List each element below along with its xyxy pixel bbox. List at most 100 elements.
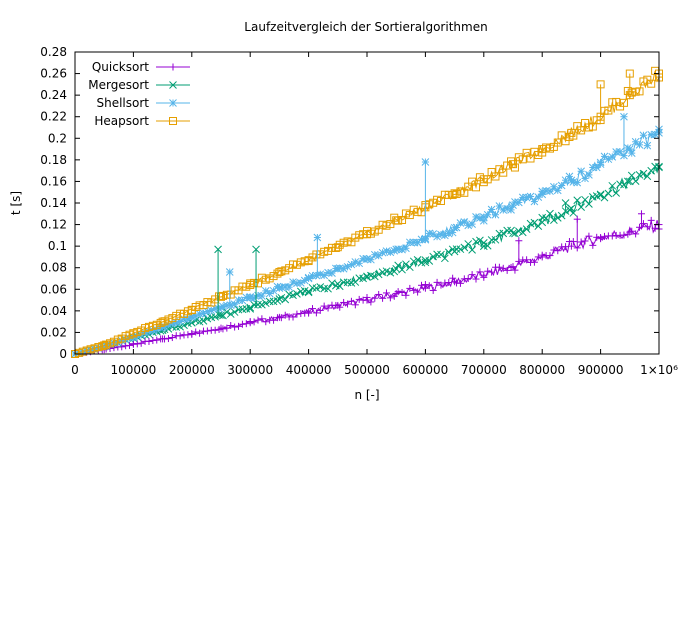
- outlier-mergesort: [214, 245, 222, 316]
- series-marker-mergesort: [261, 299, 270, 308]
- x-tick-label: 700000: [461, 363, 507, 377]
- series-marker-quicksort: [433, 278, 441, 286]
- data-point-heapsort: [187, 305, 196, 314]
- series-marker-quicksort: [126, 341, 134, 349]
- series-marker-shellsort: [479, 216, 488, 225]
- legend-label-heapsort: Heapsort: [94, 114, 149, 128]
- series-marker-mergesort: [456, 245, 465, 254]
- series-marker-quicksort: [573, 244, 581, 252]
- data-point-mergesort: [596, 190, 605, 199]
- y-tick-label: 0.14: [40, 196, 67, 210]
- series-marker-mergesort: [585, 200, 593, 208]
- x-axis-label: n [-]: [354, 388, 379, 402]
- series-marker-quicksort: [523, 256, 531, 264]
- data-point-shellsort: [567, 176, 576, 185]
- outlier-mergesort: [252, 245, 260, 306]
- outlier-quicksort: [637, 210, 645, 230]
- y-tick-label: 0.16: [40, 174, 67, 188]
- outlier-marker-shellsort: [225, 268, 234, 276]
- data-point-shellsort: [625, 145, 634, 153]
- legend-item-mergesort: Mergesort: [88, 78, 190, 92]
- series-marker-mergesort: [550, 216, 558, 225]
- y-tick-label: 0.24: [40, 88, 67, 102]
- outlier-marker-quicksort: [637, 210, 645, 218]
- series-marker-shellsort: [526, 192, 535, 201]
- series-marker-quicksort: [340, 298, 348, 306]
- series-marker-mergesort: [577, 203, 585, 211]
- y-tick-label: 0.22: [40, 110, 67, 124]
- outlier-marker-mergesort: [252, 245, 260, 254]
- series-marker-quicksort: [351, 301, 359, 309]
- plot-area: [71, 66, 663, 358]
- outlier-quicksort: [573, 215, 581, 245]
- series-marker-mergesort: [258, 300, 266, 309]
- outlier-shellsort: [313, 233, 322, 276]
- series-marker-shellsort: [600, 152, 609, 161]
- data-point-mergesort: [450, 247, 459, 256]
- series-marker-mergesort: [226, 310, 235, 318]
- data-point-quicksort: [538, 253, 546, 261]
- series-marker-quicksort: [414, 288, 422, 296]
- series-marker-shellsort: [573, 178, 582, 187]
- legend-marker-heapsort: [169, 117, 177, 125]
- series-marker-mergesort: [483, 241, 492, 250]
- data-point-shellsort: [333, 264, 342, 273]
- legend-marker-quicksort: [169, 63, 177, 71]
- data-point-shellsort: [363, 255, 371, 263]
- y-tick-label: 0.06: [40, 282, 67, 296]
- data-point-heapsort: [100, 341, 109, 350]
- series-marker-mergesort: [596, 191, 605, 199]
- series-marker-quicksort: [196, 329, 204, 337]
- series-marker-mergesort: [363, 273, 371, 281]
- x-tick-label: 300000: [227, 363, 273, 377]
- series-marker-mergesort: [199, 317, 208, 325]
- data-point-heapsort: [246, 280, 255, 289]
- series-marker-shellsort: [557, 181, 566, 190]
- series-marker-shellsort: [514, 198, 523, 207]
- data-point-heapsort: [450, 189, 459, 198]
- data-point-mergesort: [479, 239, 488, 247]
- data-point-shellsort: [392, 245, 401, 254]
- series-marker-heapsort: [635, 87, 644, 96]
- series-marker-mergesort: [643, 172, 652, 181]
- series-marker-mergesort: [441, 254, 449, 263]
- data-point-shellsort: [509, 201, 517, 210]
- y-tick-label: 0.02: [40, 325, 67, 339]
- series-marker-quicksort: [449, 274, 457, 282]
- data-point-mergesort: [275, 295, 284, 303]
- series-marker-shellsort: [429, 230, 438, 238]
- series-marker-quicksort: [118, 343, 126, 351]
- series-marker-shellsort: [258, 292, 266, 300]
- series-marker-quicksort: [418, 281, 426, 289]
- chart-title: Laufzeitvergleich der Sortieralgorithmen: [244, 20, 487, 34]
- series-marker-quicksort: [382, 289, 390, 297]
- legend: Quicksort Mergesort Shellsort Heapsort: [88, 60, 190, 128]
- series-marker-quicksort: [608, 232, 616, 240]
- series-marker-shellsort: [491, 210, 500, 219]
- series-marker-shellsort: [635, 140, 644, 149]
- series-marker-quicksort: [488, 268, 496, 276]
- y-tick-label: 0.08: [40, 261, 67, 275]
- series-marker-quicksort: [437, 281, 445, 289]
- outlier-marker-mergesort: [561, 199, 570, 207]
- series-marker-mergesort: [608, 181, 617, 190]
- series-marker-quicksort: [258, 315, 266, 323]
- series-marker-quicksort: [472, 275, 480, 283]
- series-marker-quicksort: [347, 297, 355, 305]
- data-point-quicksort: [451, 278, 459, 286]
- data-point-shellsort: [246, 294, 255, 302]
- series-marker-mergesort: [370, 272, 379, 281]
- data-point-heapsort: [158, 317, 167, 326]
- series-marker-quicksort: [293, 310, 301, 318]
- outlier-marker-shellsort: [313, 233, 322, 242]
- series-marker-quicksort: [632, 230, 640, 238]
- series-marker-quicksort: [581, 237, 589, 245]
- series-marker-quicksort: [164, 335, 172, 343]
- series-marker-quicksort: [367, 298, 375, 306]
- series-marker-shellsort: [374, 251, 383, 260]
- series-marker-quicksort: [445, 279, 453, 287]
- series-marker-mergesort: [293, 290, 301, 298]
- series-marker-quicksort: [530, 258, 538, 266]
- series-marker-quicksort: [289, 313, 297, 321]
- data-point-quicksort: [129, 340, 137, 348]
